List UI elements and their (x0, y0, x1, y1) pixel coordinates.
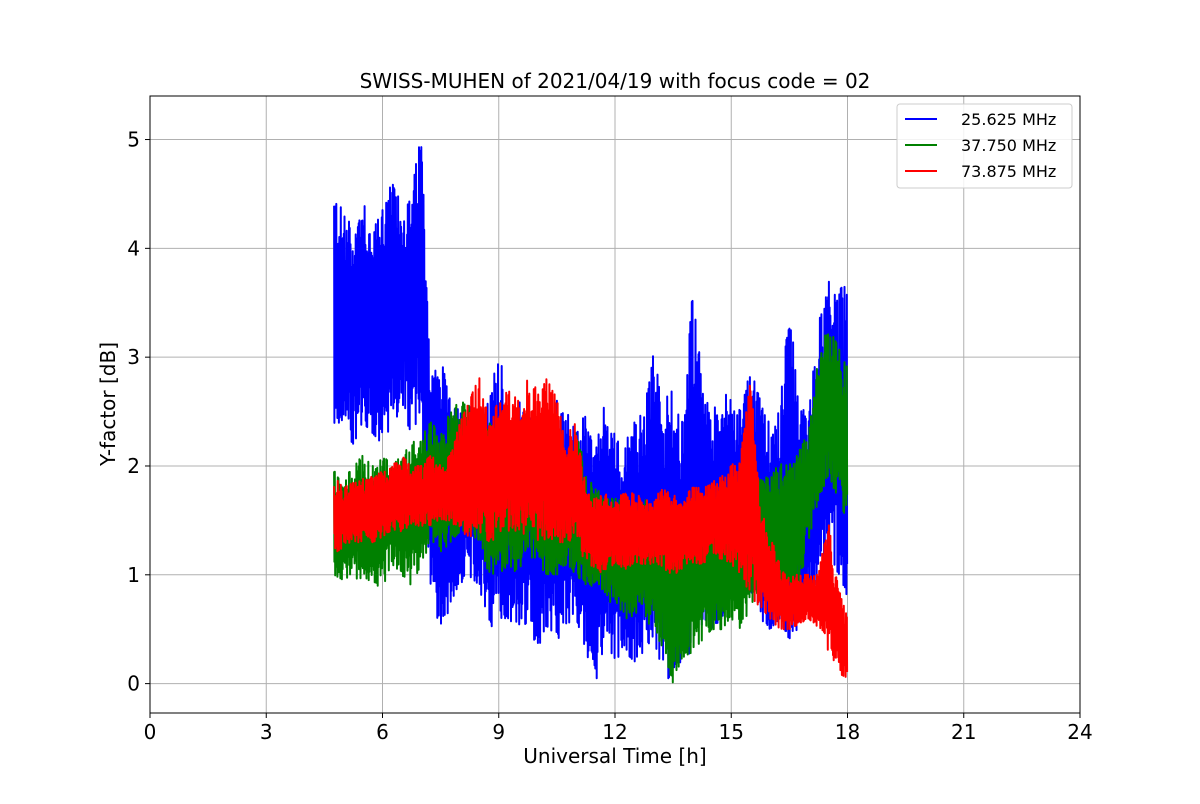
y-tick-label: 1 (127, 563, 140, 587)
legend: 25.625 MHz 37.750 MHz 73.875 MHz (896, 103, 1073, 189)
x-tick-label: 24 (1067, 720, 1092, 744)
legend-label-2: 37.750 MHz (961, 136, 1056, 155)
legend-label-1: 25.625 MHz (961, 110, 1056, 129)
legend-label-3: 73.875 MHz (961, 162, 1056, 181)
y-tick-label: 3 (127, 345, 140, 369)
x-tick-label: 15 (719, 720, 744, 744)
x-tick-label: 0 (144, 720, 157, 744)
x-axis-label: Universal Time [h] (523, 744, 706, 768)
y-tick-label: 2 (127, 454, 140, 478)
y-tick-label: 4 (127, 236, 140, 260)
x-tick-label: 3 (260, 720, 273, 744)
x-tick-label: 21 (951, 720, 976, 744)
x-tick-label: 12 (602, 720, 627, 744)
y-axis-label: Y-factor [dB] (96, 342, 120, 467)
chart-title: SWISS-MUHEN of 2021/04/19 with focus cod… (360, 69, 871, 93)
legend-box (896, 103, 1073, 189)
x-tick-label: 18 (835, 720, 860, 744)
x-tick-label: 9 (492, 720, 505, 744)
series-line-3 (333, 377, 849, 678)
y-tick-label: 5 (127, 128, 140, 152)
x-tick-label: 6 (376, 720, 389, 744)
plot-area (333, 146, 849, 684)
y-tick-label: 0 (127, 672, 140, 696)
